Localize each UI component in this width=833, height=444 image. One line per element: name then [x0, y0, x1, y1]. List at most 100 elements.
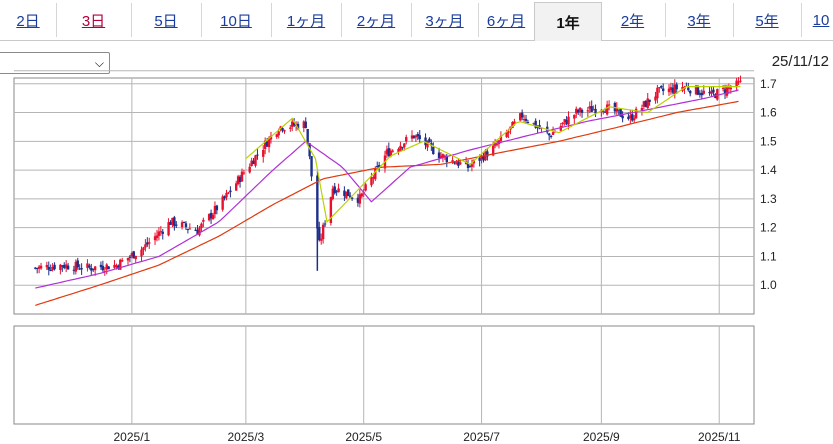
candle-body [207, 213, 211, 221]
candle-body [51, 266, 54, 270]
candle-body [451, 160, 454, 162]
candle-body [644, 100, 648, 107]
tab-2[interactable]: 5日 [131, 3, 202, 37]
candle-body [45, 264, 49, 268]
candle-body [493, 143, 497, 146]
y-tick-label: 1.3 [760, 192, 777, 206]
candle-body [565, 120, 568, 125]
candle-body [335, 191, 338, 193]
candle-body [549, 135, 553, 137]
candle-body [262, 150, 265, 157]
candle-body [194, 229, 197, 231]
candle-body [377, 165, 381, 168]
candle-body [519, 113, 522, 121]
candle-body [142, 247, 145, 250]
tab-6[interactable]: 3ヶ月 [411, 3, 479, 37]
tab-3[interactable]: 10日 [201, 3, 272, 37]
as-of-date: 25/11/12 [771, 53, 829, 70]
ma-short-line [245, 86, 741, 224]
candle-body [376, 165, 379, 167]
candle-body [53, 264, 56, 270]
candle-body [696, 86, 700, 95]
y-tick-label: 1.5 [760, 134, 777, 148]
candle-body [671, 87, 675, 93]
candle-body [329, 197, 333, 224]
candle-body [107, 266, 110, 270]
y-tick-label: 1.1 [760, 249, 777, 263]
candle-body [119, 259, 122, 270]
tab-10[interactable]: 3年 [665, 3, 734, 37]
candle-body [457, 161, 460, 166]
tab-11[interactable]: 5年 [733, 3, 802, 37]
candle-body [629, 115, 632, 118]
candle-body [144, 244, 147, 248]
tab-4[interactable]: 1ヶ月 [271, 3, 342, 37]
candle-body [263, 140, 267, 149]
candle-body [345, 191, 348, 199]
candle-body [93, 266, 97, 271]
candle-body [401, 147, 404, 149]
candle-body [526, 122, 530, 124]
tab-0[interactable]: 2日 [0, 3, 57, 37]
candle-body [291, 121, 294, 127]
candle-body [92, 268, 95, 270]
tab-5[interactable]: 2ヶ月 [341, 3, 412, 37]
candle-body [321, 224, 325, 240]
candle-body [78, 268, 81, 270]
x-tick-label: 2025/3 [228, 430, 265, 444]
candle-body [700, 92, 704, 96]
candle-body [443, 155, 447, 157]
candle-body [283, 130, 286, 132]
candle-body [37, 266, 41, 269]
candle-body [275, 134, 278, 137]
candle-body [350, 197, 354, 199]
candle-body [702, 90, 705, 94]
chart-selector[interactable]: ⌵ [0, 52, 110, 74]
candle-body [310, 156, 313, 177]
candle-body [439, 155, 443, 158]
candle-body [364, 184, 367, 191]
candle-body [39, 265, 43, 269]
candle-body [495, 144, 499, 146]
candle-body [466, 163, 470, 169]
candle-body [265, 141, 269, 147]
candle-body [399, 145, 402, 151]
candle-body [385, 149, 389, 155]
candle-body [559, 125, 562, 131]
candle-body [242, 172, 246, 174]
candle-body [146, 242, 149, 245]
tab-1[interactable]: 3日 [56, 3, 132, 37]
candle-body [389, 150, 392, 157]
candle-body [128, 256, 132, 258]
candle-body [88, 265, 91, 268]
tab-8[interactable]: 1年 [534, 2, 602, 41]
candle-body [631, 114, 634, 121]
candle-body [370, 177, 373, 186]
candle-body [254, 155, 257, 166]
tab-9[interactable]: 2年 [600, 3, 666, 37]
candle-body [117, 265, 120, 269]
candle-body [615, 107, 619, 112]
candle-body [229, 190, 232, 193]
candle-body [134, 255, 137, 260]
candle-body [576, 109, 580, 113]
candle-body [428, 138, 431, 143]
candle-body [640, 108, 644, 111]
candle-body [470, 164, 474, 167]
candle-body [159, 231, 163, 233]
tab-12[interactable]: 10 [801, 3, 833, 37]
candle-body [47, 266, 50, 270]
candle-body [343, 190, 346, 196]
candle-body [563, 119, 566, 123]
candle-body [331, 188, 334, 199]
candle-body [658, 87, 661, 89]
candle-body [157, 231, 161, 236]
candle-body [167, 222, 170, 236]
candle-body [520, 112, 524, 118]
candle-body [675, 84, 678, 90]
candle-body [588, 106, 591, 109]
candle-body [507, 131, 510, 133]
y-tick-label: 1.0 [760, 278, 777, 292]
candle-body [694, 85, 698, 95]
candle-body [578, 107, 582, 113]
